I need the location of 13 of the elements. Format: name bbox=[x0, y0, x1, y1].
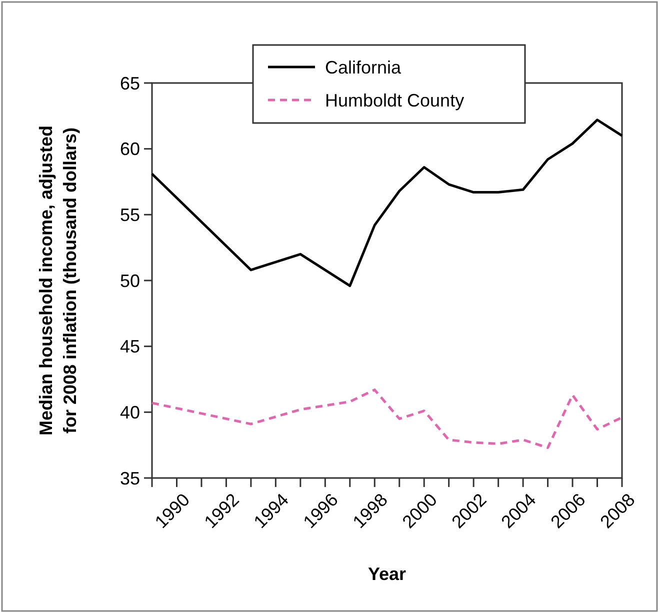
legend-label: California bbox=[325, 57, 402, 78]
line-series bbox=[150, 388, 624, 449]
legend-label: Humboldt County bbox=[325, 90, 464, 110]
y-tick-label: 60 bbox=[120, 139, 140, 160]
line-series bbox=[150, 118, 624, 288]
x-axis-title: Year bbox=[368, 564, 406, 584]
y-tick-label: 50 bbox=[120, 270, 140, 291]
y-axis-title: Median household income, adjusted for 2008 inflation (thousand dollars) bbox=[36, 125, 80, 436]
y-tick-label: 65 bbox=[120, 73, 140, 94]
y-tick-label: 45 bbox=[120, 336, 140, 357]
y-tick-label: 55 bbox=[120, 204, 140, 225]
y-tick-label: 35 bbox=[120, 468, 140, 488]
y-tick-label: 40 bbox=[120, 402, 140, 422]
